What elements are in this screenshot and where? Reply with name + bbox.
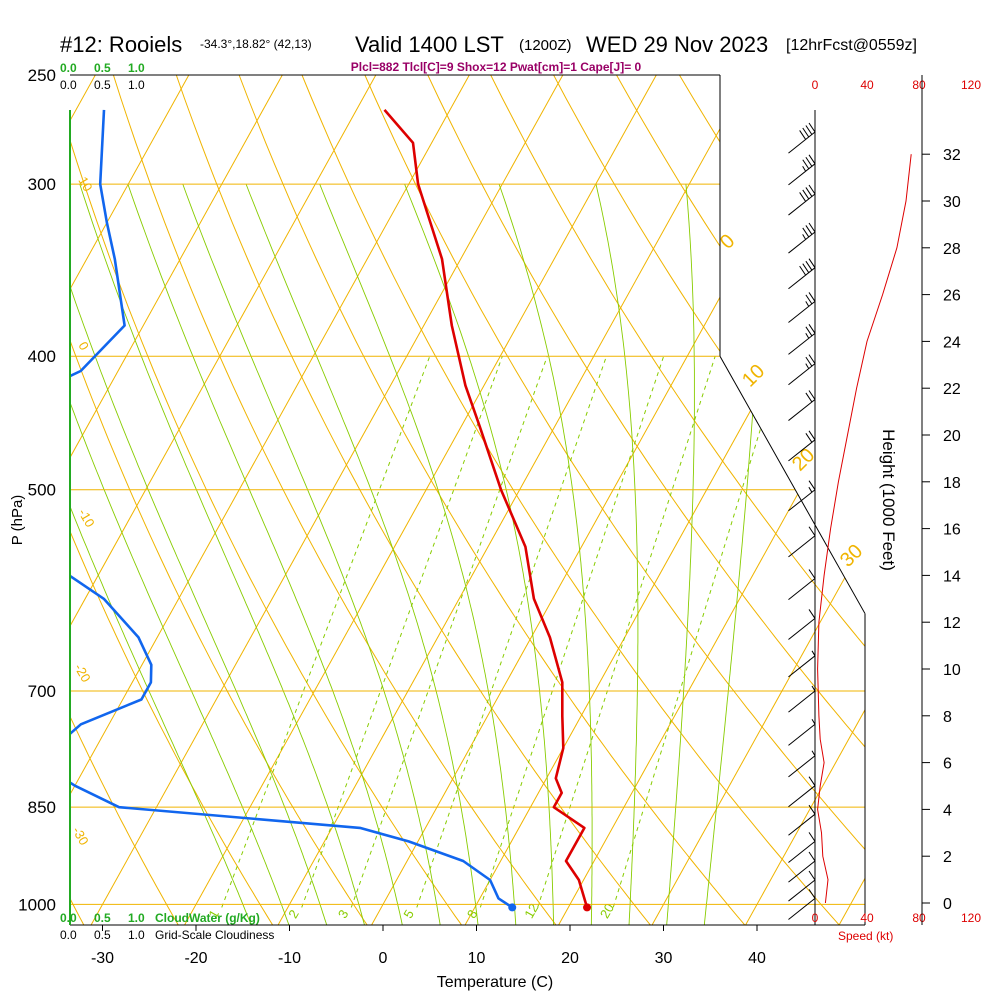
height-tick-label: 28 — [943, 241, 961, 258]
temperature-tick-label: -10 — [278, 950, 301, 967]
height-tick-label: 10 — [943, 662, 961, 679]
cloud-top-green-1: 0.5 — [94, 61, 111, 75]
height-axis-title: Height (1000 Feet) — [879, 429, 898, 571]
height-tick-label: 6 — [943, 756, 952, 773]
cloud-bottom-black-0: 0.0 — [60, 928, 77, 942]
speed-tick-top: 40 — [860, 78, 874, 92]
cloud-bottom-black-2: 1.0 — [128, 928, 145, 942]
height-tick-label: 26 — [943, 288, 961, 305]
sounding-indices: Plcl=882 Tlcl[C]=9 Shox=12 Pwat[cm]=1 Ca… — [351, 60, 642, 74]
speed-axis-label: Speed (kt) — [838, 929, 893, 943]
cloud-top-black-1: 0.5 — [94, 78, 111, 92]
valid-time: Valid 1400 LST — [355, 32, 504, 57]
pressure-tick-label: 300 — [28, 175, 56, 194]
height-tick-label: 12 — [943, 615, 961, 632]
cloud-bottom-black-1: 0.5 — [94, 928, 111, 942]
surface-temperature-marker — [583, 903, 591, 911]
height-tick-label: 18 — [943, 475, 961, 492]
cloud-bottom-green-1: 0.5 — [94, 911, 111, 925]
station-title: #12: Rooiels — [60, 32, 182, 57]
station-coords: -34.3°,18.82° (42,13) — [200, 37, 312, 51]
height-tick-label: 2 — [943, 849, 952, 866]
height-tick-label: 8 — [943, 709, 952, 726]
x-axis-title: Temperature (C) — [437, 974, 553, 991]
height-tick-label: 4 — [943, 802, 952, 819]
pressure-tick-label: 400 — [28, 347, 56, 366]
height-tick-label: 20 — [943, 428, 961, 445]
cloud-top-black-0: 0.0 — [60, 78, 77, 92]
height-tick-label: 32 — [943, 147, 961, 164]
cloud-top-green-0: 0.0 — [60, 61, 77, 75]
valid-utc: (1200Z) — [519, 37, 572, 54]
height-tick-label: 30 — [943, 194, 961, 211]
speed-tick-top: 80 — [912, 78, 926, 92]
temperature-tick-label: 40 — [748, 950, 766, 967]
pressure-tick-label: 250 — [28, 66, 56, 85]
cloud-bottom-green-0: 0.0 — [60, 911, 77, 925]
cloudiness-label: Grid-Scale Cloudiness — [155, 928, 274, 942]
temperature-tick-label: 30 — [655, 950, 673, 967]
pressure-tick-label: 500 — [28, 481, 56, 500]
speed-tick-top: 0 — [812, 78, 819, 92]
pressure-tick-label: 700 — [28, 682, 56, 701]
height-tick-label: 22 — [943, 381, 961, 398]
temperature-tick-label: -30 — [91, 950, 114, 967]
valid-date: WED 29 Nov 2023 — [586, 32, 768, 57]
speed-tick-top: 120 — [961, 78, 981, 92]
speed-tick-bottom: 0 — [812, 911, 819, 925]
temperature-tick-label: -20 — [184, 950, 207, 967]
forecast-tag: [12hrFcst@0559z] — [786, 37, 917, 54]
cloud-top-black-2: 1.0 — [128, 78, 145, 92]
temperature-tick-label: 20 — [561, 950, 579, 967]
speed-tick-bottom: 80 — [912, 911, 926, 925]
temperature-tick-label: 0 — [379, 950, 388, 967]
temperature-tick-label: 10 — [468, 950, 486, 967]
height-tick-label: 16 — [943, 522, 961, 539]
height-tick-label: 14 — [943, 568, 961, 585]
cloud-bottom-green-2: 1.0 — [128, 911, 145, 925]
speed-tick-bottom: 40 — [860, 911, 874, 925]
height-tick-label: 0 — [943, 896, 952, 913]
height-tick-label: 24 — [943, 334, 961, 351]
cloud-top-green-2: 1.0 — [128, 61, 145, 75]
y-axis-title: P (hPa) — [9, 495, 26, 546]
pressure-tick-label: 850 — [28, 798, 56, 817]
cloud-water-label: CloudWater (g/Kg) — [155, 911, 260, 925]
speed-tick-bottom: 120 — [961, 911, 981, 925]
pressure-tick-label: 1000 — [18, 895, 56, 914]
surface-dewpoint-marker — [508, 903, 516, 911]
